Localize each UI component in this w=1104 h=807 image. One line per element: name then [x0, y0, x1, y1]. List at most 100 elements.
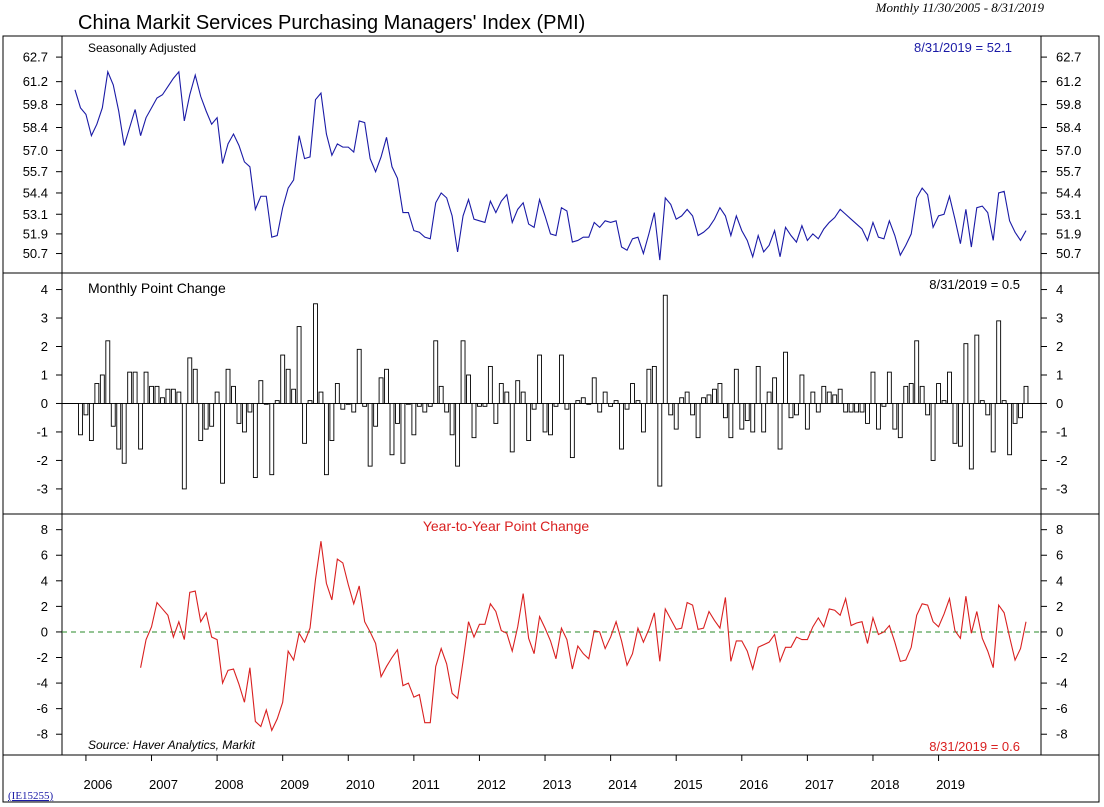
monthly-change-bar: [608, 403, 614, 407]
monthly-change-bar: [367, 403, 373, 467]
monthly-change-bar: [673, 403, 679, 430]
monthly-change-bar: [979, 400, 985, 404]
y-tick-label-left: 3: [41, 311, 48, 326]
monthly-change-bar: [247, 403, 253, 413]
monthly-change-bar: [127, 371, 133, 404]
date-range-subtitle: Monthly 11/30/2005 - 8/31/2019: [875, 0, 1045, 15]
y-tick-label-right: 1: [1056, 367, 1063, 382]
x-tick-label: 2015: [674, 777, 703, 792]
monthly-change-bar: [395, 403, 400, 424]
monthly-change-bar: [455, 403, 461, 467]
y-tick-label-right: 62.7: [1056, 50, 1081, 65]
y-tick-label-left: 0: [41, 396, 48, 411]
monthly-change-bar: [526, 403, 532, 441]
monthly-change-bar: [99, 374, 105, 404]
monthly-change-bar: [876, 403, 881, 430]
monthly-change-bar: [843, 403, 849, 413]
monthly-change-bar: [94, 383, 100, 404]
monthly-change-bar: [324, 403, 329, 476]
panel-1-level: [74, 69, 1027, 261]
monthly-change-bar: [684, 391, 690, 404]
y-tick-label-right: 59.8: [1056, 97, 1081, 112]
y-tick-label-right: 50.7: [1056, 246, 1081, 261]
monthly-change-bar: [854, 403, 859, 413]
y-tick-label-left: 50.7: [23, 246, 48, 261]
monthly-change-bar: [897, 403, 903, 439]
monthly-change-bar: [487, 365, 493, 404]
monthly-change-bar: [701, 397, 706, 404]
monthly-change-bar: [559, 354, 564, 404]
monthly-change-bar: [449, 403, 455, 436]
monthly-change-bar: [149, 385, 154, 404]
monthly-change-bar: [641, 403, 646, 433]
monthly-change-bar: [340, 403, 346, 410]
monthly-change-bar: [214, 391, 220, 404]
monthly-change-bar: [170, 388, 176, 404]
monthly-change-bar: [1018, 403, 1023, 419]
monthly-change-bar: [88, 403, 94, 441]
monthly-change-bar: [285, 368, 291, 404]
monthly-change-bar: [575, 400, 581, 404]
monthly-change-bar: [733, 368, 739, 404]
x-tick-label: 2010: [346, 777, 375, 792]
monthly-change-bar: [192, 368, 198, 404]
monthly-change-bar: [990, 403, 996, 453]
y-tick-label-right: 51.9: [1056, 226, 1081, 241]
monthly-change-bar: [651, 365, 657, 404]
monthly-change-bar: [859, 403, 865, 413]
y-axis-ticks: 62.7 62.7 61.2 61.2 59.8 59.8 58.4 58.4 57.0 57.0…: [23, 50, 1082, 742]
y-tick-label-left: -2: [36, 650, 48, 665]
monthly-change-bar: [531, 403, 537, 410]
monthly-change-bar: [345, 403, 351, 405]
y-tick-label-left: -8: [36, 727, 48, 742]
monthly-change-bar: [925, 403, 931, 416]
monthly-change-bar: [389, 403, 395, 456]
monthly-change-bar: [936, 383, 941, 404]
y-tick-label-left: -4: [36, 676, 48, 691]
monthly-change-bar: [334, 383, 340, 404]
monthly-change-bar: [416, 403, 422, 407]
monthly-change-bar: [160, 397, 165, 404]
chart-frame: [2, 35, 1100, 803]
monthly-change-bar: [209, 403, 215, 427]
monthly-change-bar: [865, 403, 870, 424]
y-tick-label-left: -1: [36, 424, 48, 439]
monthly-change-bar: [695, 403, 701, 439]
y-tick-label-right: 55.7: [1056, 164, 1081, 179]
monthly-change-bar: [832, 394, 838, 404]
monthly-change-bar: [154, 385, 160, 404]
monthly-change-bar: [509, 403, 515, 453]
monthly-change-bar: [908, 383, 914, 404]
panel-1-title: Seasonally Adjusted: [88, 41, 196, 55]
monthly-change-bar: [269, 403, 275, 476]
monthly-change-bar: [941, 400, 947, 404]
yoy-series-line: [140, 541, 1027, 732]
monthly-change-bar: [515, 380, 521, 404]
monthly-change-bar: [252, 403, 258, 478]
monthly-change-bar: [722, 403, 728, 419]
y-tick-label-right: -1: [1056, 424, 1068, 439]
monthly-change-bar: [958, 403, 963, 447]
monthly-change-bar: [537, 354, 542, 404]
y-tick-label-right: 57.0: [1056, 143, 1081, 158]
monthly-change-bar: [242, 403, 247, 433]
monthly-change-bar: [952, 403, 958, 444]
y-tick-label-left: 4: [41, 573, 48, 588]
monthly-change-bar: [815, 403, 821, 413]
monthly-change-bar: [165, 388, 171, 404]
monthly-change-bar: [498, 383, 504, 404]
x-tick-label: 2009: [280, 777, 309, 792]
y-tick-label-left: -2: [36, 453, 48, 468]
monthly-change-bar: [482, 403, 488, 407]
monthly-change-bar: [116, 403, 122, 450]
monthly-change-bar: [974, 334, 980, 404]
x-tick-label: 2006: [83, 777, 112, 792]
y-tick-label-right: 2: [1056, 599, 1063, 614]
monthly-change-bar: [903, 385, 909, 404]
monthly-change-bar: [460, 340, 466, 404]
monthly-change-bar: [236, 403, 242, 424]
monthly-change-bar: [712, 388, 717, 404]
monthly-change-bar: [318, 391, 324, 404]
y-tick-label-right: -2: [1056, 453, 1068, 468]
